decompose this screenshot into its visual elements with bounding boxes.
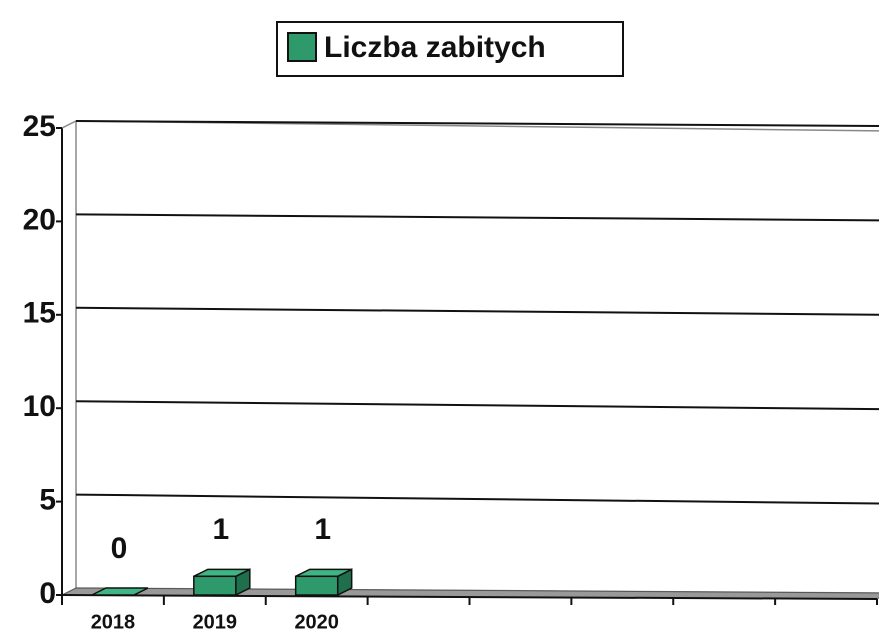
y-tick-label: 20 — [23, 203, 56, 236]
grid-line — [75, 493, 879, 505]
grid-line — [75, 213, 879, 222]
y-tick-label: 10 — [23, 390, 56, 423]
grid-line — [75, 306, 879, 316]
data-label: 1 — [212, 513, 229, 546]
y-tick-label: 15 — [23, 297, 56, 330]
bar — [294, 575, 339, 596]
bar — [193, 575, 237, 596]
y-tick-label: 0 — [39, 577, 56, 610]
grid-line — [75, 400, 879, 411]
x-tick-label: 2019 — [193, 611, 238, 633]
x-tick-label: 2018 — [91, 611, 136, 633]
legend-label: Liczba zabitych — [324, 31, 546, 64]
grid-line — [75, 120, 879, 127]
legend-swatch — [287, 32, 317, 62]
data-label: 1 — [314, 513, 331, 546]
data-label: 0 — [111, 532, 128, 565]
y-axis-depth — [61, 120, 77, 129]
y-tick-label: 5 — [39, 484, 56, 517]
x-tick-label: 2020 — [294, 611, 339, 633]
y-tick-label: 25 — [23, 110, 56, 143]
back-wall — [75, 120, 879, 594]
legend-box — [276, 21, 624, 77]
bar-top — [91, 587, 149, 596]
